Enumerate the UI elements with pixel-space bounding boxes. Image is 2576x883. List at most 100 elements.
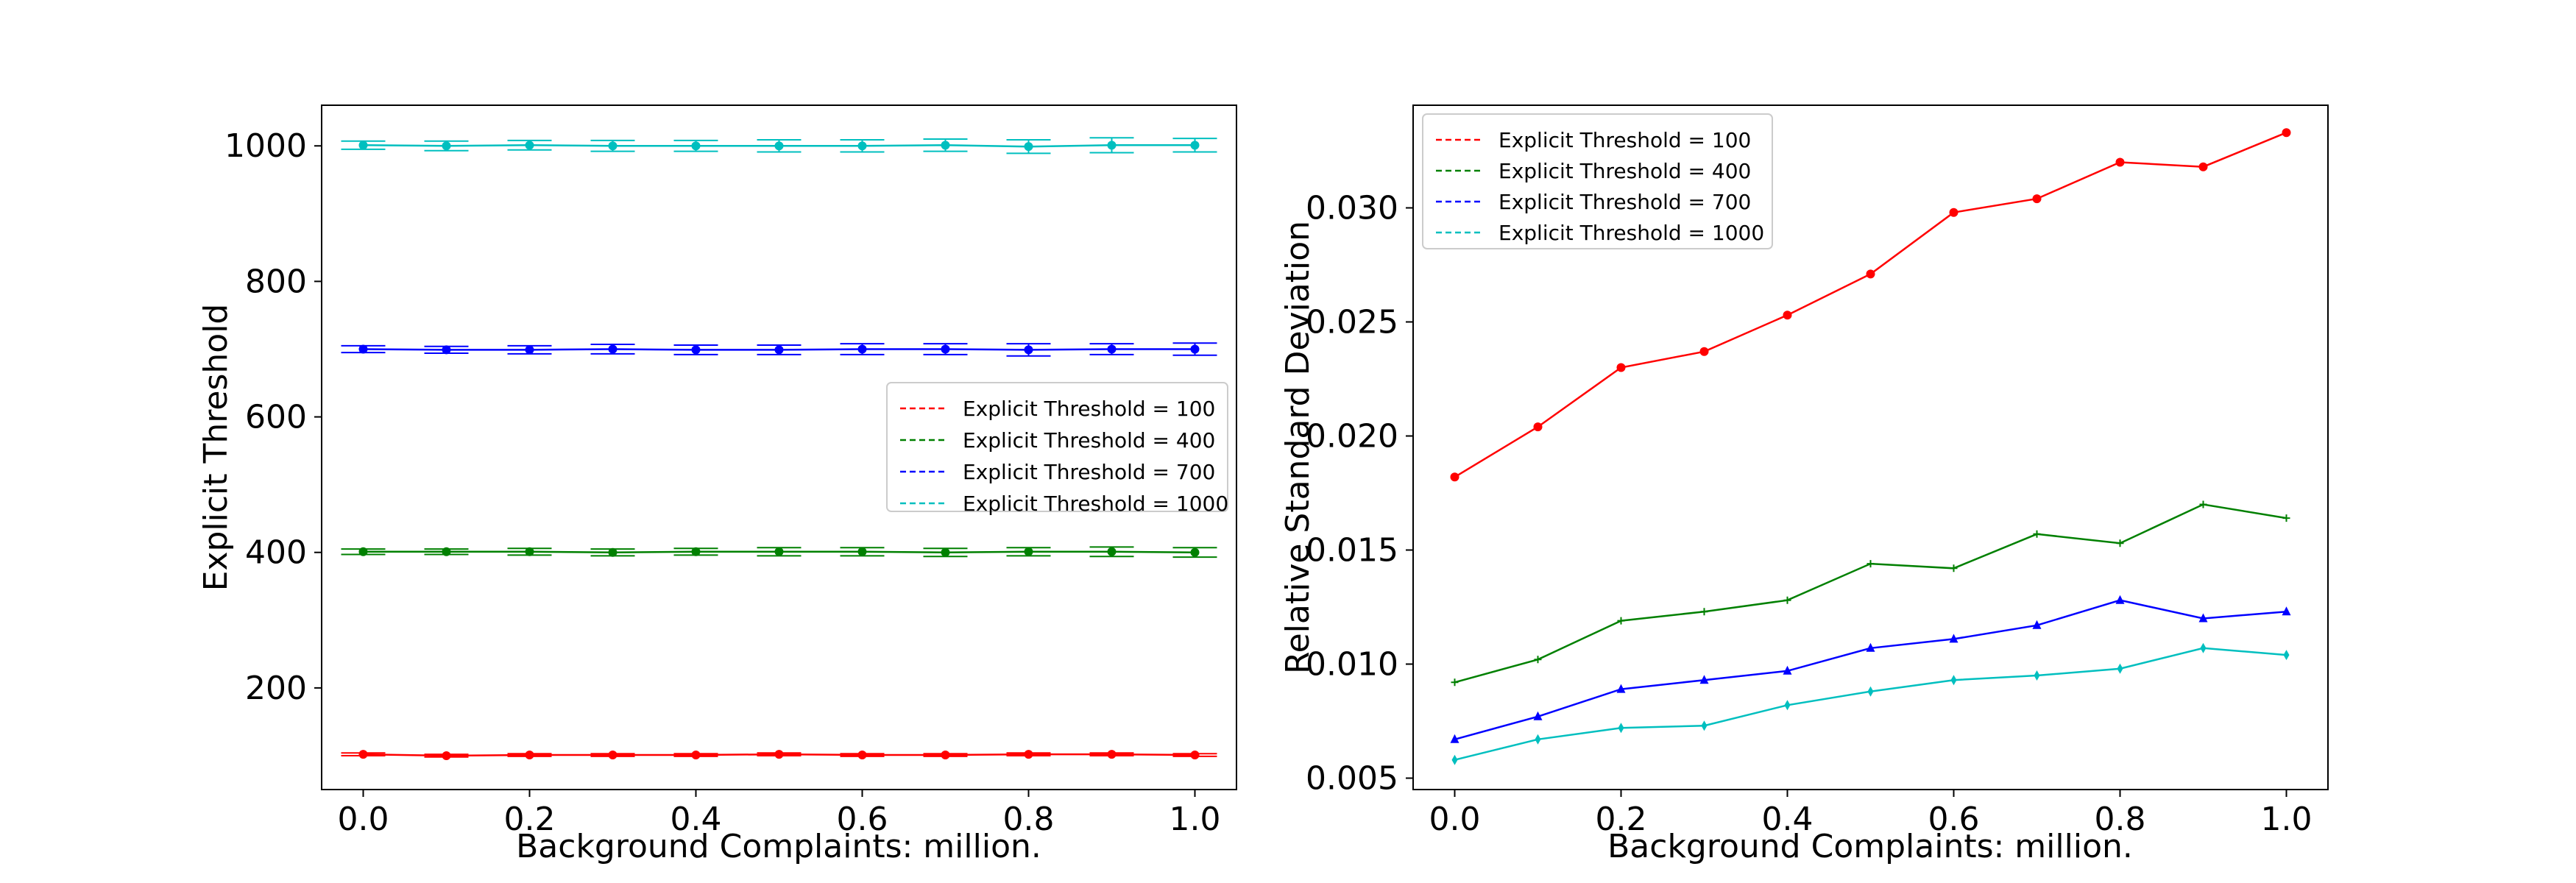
threshold-y-axis: 200 400 600 800 1000 — [224, 127, 322, 707]
rsd-y-tick-label-4: 0.025 — [1306, 304, 1398, 341]
rsd-series-2-point-5 — [1866, 642, 1875, 652]
threshold-series-0-point-3 — [608, 751, 618, 760]
threshold-y-tick-label-2: 600 — [245, 399, 307, 436]
threshold-series-3-point-0 — [358, 141, 368, 150]
threshold-series-2-point-1 — [442, 345, 451, 355]
threshold-x-tick-label-1: 0.2 — [504, 801, 556, 838]
rsd-series-1-point-5 — [1866, 560, 1875, 568]
rsd-series-0-point-0 — [1450, 472, 1459, 482]
rsd-series-0-point-9 — [2198, 162, 2208, 171]
threshold-series-3-point-4 — [691, 141, 701, 151]
rsd-y-tick-label-3: 0.020 — [1306, 418, 1398, 455]
threshold-series-0-point-0 — [358, 750, 368, 759]
rsd-x-tick-label-0: 0.0 — [1429, 801, 1481, 838]
threshold-series-0-point-4 — [691, 751, 701, 760]
rsd-series-3-point-8 — [2117, 663, 2123, 674]
threshold-x-tick-label-3: 0.6 — [837, 801, 888, 838]
rsd-series-2-point-2 — [1616, 684, 1626, 693]
rsd-x-tick-label-3: 0.6 — [1928, 801, 1980, 838]
threshold-series-2-point-0 — [358, 344, 368, 354]
rsd-x-tick-label-4: 0.8 — [2095, 801, 2146, 838]
rsd-series-2-point-10 — [2282, 606, 2291, 616]
threshold-series-3-point-1 — [442, 141, 451, 151]
rsd-series-2-point-8 — [2115, 595, 2125, 604]
rsd-series-2-point-9 — [2198, 613, 2208, 623]
rsd-x-axis: 0.0 0.2 0.4 0.6 0.8 1.0 — [1429, 790, 2313, 838]
rsd-series-3-point-0 — [1451, 754, 1458, 765]
rsd-series-3-point-4 — [1784, 700, 1791, 711]
rsd-x-tick-label-1: 0.2 — [1596, 801, 1647, 838]
rsd-series-0-point-3 — [1699, 347, 1709, 356]
rsd-series-1-point-3 — [1700, 608, 1708, 616]
rsd-series-1-point-10 — [2282, 514, 2290, 522]
threshold-y-tick-label-1: 400 — [245, 534, 307, 572]
threshold-series-2-point-2 — [525, 345, 534, 355]
rsd-series-0-point-2 — [1616, 363, 1626, 372]
threshold-series-2-point-4 — [691, 345, 701, 355]
rsd-series-0-point-1 — [1533, 422, 1543, 432]
threshold-x-tick-label-4: 0.8 — [1003, 801, 1055, 838]
threshold-series-2-point-9 — [1107, 344, 1117, 354]
rsd-series-2 — [1450, 595, 2291, 743]
rsd-plot-area — [1450, 128, 2291, 765]
threshold-legend-entry-0: Explicit Threshold = 100 — [963, 397, 1215, 421]
threshold-x-axis-label: Background Complaints: million. — [516, 828, 1041, 865]
threshold-series-3-point-8 — [1024, 142, 1033, 152]
threshold-panel: 0.0 0.2 0.4 0.6 0.8 1.0 200 400 600 800 1000 Back… — [197, 104, 1237, 865]
rsd-series-0-point-6 — [1949, 208, 1958, 217]
threshold-series-2-point-6 — [857, 344, 867, 354]
rsd-y-tick-label-0: 0.005 — [1306, 760, 1398, 798]
threshold-y-tick-label-4: 1000 — [224, 127, 307, 165]
threshold-series-1 — [341, 546, 1217, 558]
threshold-series-1-point-7 — [941, 547, 950, 557]
rsd-x-tick-label-5: 1.0 — [2261, 801, 2313, 838]
rsd-series-1-point-8 — [2116, 539, 2124, 547]
threshold-series-2-point-10 — [1190, 344, 1200, 354]
rsd-y-tick-label-5: 0.030 — [1306, 190, 1398, 227]
rsd-series-0-point-4 — [1783, 311, 1792, 320]
threshold-series-1-point-6 — [857, 547, 867, 556]
threshold-series-3-point-10 — [1190, 141, 1200, 150]
threshold-series-3-point-6 — [857, 141, 867, 151]
rsd-series-0-point-10 — [2282, 128, 2291, 138]
rsd-series-0-point-8 — [2115, 157, 2125, 167]
threshold-x-tick-label-5: 1.0 — [1170, 801, 1221, 838]
threshold-series-3-point-2 — [525, 141, 534, 150]
threshold-legend: Explicit Threshold = 100 Explicit Thresho… — [886, 382, 1228, 516]
threshold-series-3-point-9 — [1107, 141, 1117, 150]
rsd-y-tick-label-1: 0.010 — [1306, 646, 1398, 684]
threshold-series-2-point-7 — [941, 344, 950, 354]
rsd-series-2-point-4 — [1783, 665, 1792, 675]
threshold-series-1-point-8 — [1024, 547, 1033, 556]
threshold-y-axis-label: Explicit Threshold — [197, 304, 235, 592]
threshold-series-0-point-6 — [857, 751, 867, 760]
threshold-series-0-point-7 — [941, 751, 950, 760]
threshold-x-axis: 0.0 0.2 0.4 0.6 0.8 1.0 — [338, 790, 1221, 838]
rsd-series-2-point-6 — [1949, 634, 1958, 643]
rsd-series-3-point-5 — [1867, 686, 1874, 697]
rsd-series-3-point-6 — [1950, 675, 1957, 686]
threshold-series-1-point-4 — [691, 547, 701, 556]
threshold-series-0-point-5 — [774, 750, 784, 759]
threshold-y-tick-label-0: 200 — [245, 670, 307, 707]
rsd-legend-entry-0: Explicit Threshold = 100 — [1498, 128, 1751, 152]
rsd-axes-frame — [1412, 104, 2329, 790]
rsd-series-1-point-0 — [1451, 678, 1459, 687]
rsd-legend-entry-1: Explicit Threshold = 400 — [1498, 159, 1751, 183]
rsd-series-2-point-0 — [1450, 734, 1459, 743]
threshold-axes-frame — [321, 104, 1237, 790]
rsd-series-3-point-1 — [1535, 734, 1541, 745]
rsd-series-1-point-7 — [2033, 530, 2041, 538]
rsd-series-1-point-1 — [1534, 656, 1542, 664]
threshold-series-1-point-1 — [442, 547, 451, 556]
rsd-x-tick-label-2: 0.4 — [1762, 801, 1814, 838]
rsd-legend: Explicit Threshold = 100 Explicit Thresho… — [1422, 113, 1773, 249]
threshold-plot-area — [341, 137, 1217, 760]
threshold-series-3-point-5 — [774, 141, 784, 151]
threshold-x-tick-label-2: 0.4 — [670, 801, 722, 838]
rsd-panel: 0.0 0.2 0.4 0.6 0.8 1.0 0.0050.0100.0150.0200… — [1279, 104, 2329, 865]
threshold-series-3 — [341, 137, 1217, 155]
rsd-y-axis: 0.005 0.010 0.015 0.020 0.025 0.030 — [1306, 190, 1413, 798]
rsd-series-1-point-9 — [2199, 500, 2207, 508]
